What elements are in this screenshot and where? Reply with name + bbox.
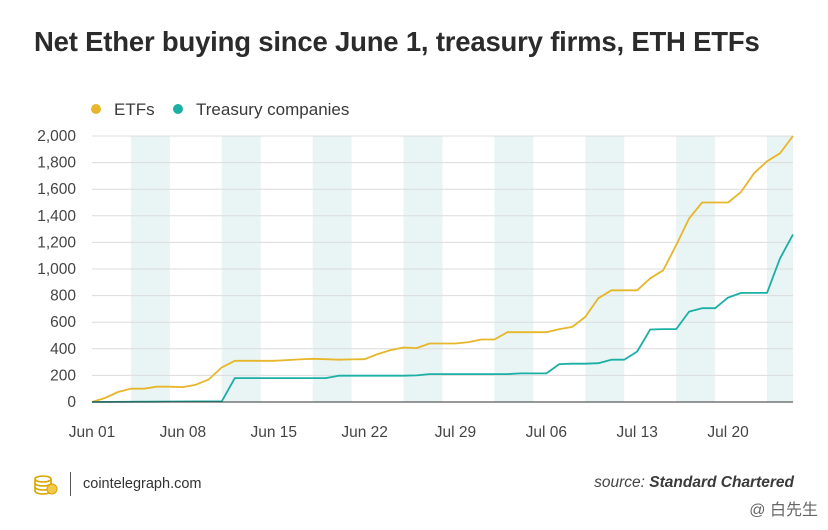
legend-marker (91, 104, 101, 114)
x-tick-label: Jun 22 (341, 424, 388, 441)
y-tick-label: 1,400 (37, 208, 76, 225)
cointelegraph-logo: cointelegraph.com (32, 470, 202, 498)
y-tick-label: 1,600 (37, 181, 76, 198)
x-axis-ticks: Jun 01 Jun 08 Jun 15 Jun 22 Jul 29 Jul 06 Jul … (69, 424, 749, 441)
source-credit: source: Standard Chartered (594, 474, 794, 492)
series-line-0 (91, 135, 794, 403)
x-tick-label: Jun 15 (250, 424, 297, 441)
y-tick-label: 800 (50, 288, 76, 305)
y-tick-label: 200 (50, 367, 76, 384)
chart: 0 200 400 600 800 1,000 1,200 1,400 1,600 1,800 2,… (37, 100, 794, 441)
legend-label: ETFs (114, 100, 155, 119)
y-tick-label: 400 (50, 341, 76, 358)
gridlines (92, 135, 793, 376)
y-tick-label: 600 (50, 314, 76, 331)
y-tick-label: 1,000 (37, 261, 76, 278)
watermark-text: @ 白先生 (749, 502, 818, 519)
y-tick-label: 0 (67, 394, 76, 411)
logo-text: cointelegraph.com (83, 476, 202, 492)
x-tick-label: Jun 01 (69, 424, 116, 441)
legend: ETFs Treasury companies (91, 100, 349, 119)
legend-label: Treasury companies (196, 100, 349, 119)
x-tick-label: Jul 06 (526, 424, 567, 441)
x-tick-label: Jun 08 (160, 424, 207, 441)
x-tick-label: Jul 13 (617, 424, 658, 441)
legend-marker (173, 104, 183, 114)
watermark: @ 白先生 (749, 496, 818, 520)
logo-separator (70, 472, 71, 496)
y-axis-ticks: 0 200 400 600 800 1,000 1,200 1,400 1,600 1,800 2,… (37, 128, 76, 411)
source-label: source: (594, 474, 645, 491)
y-tick-label: 1,800 (37, 155, 76, 172)
y-tick-label: 2,000 (37, 128, 76, 145)
x-tick-label: Jul 29 (435, 424, 476, 441)
coin-stack-icon (34, 475, 58, 495)
chart-title: Net Ether buying since June 1, treasury … (34, 26, 760, 57)
series-line-1 (91, 233, 794, 403)
series-lines (91, 135, 794, 403)
x-tick-label: Jul 20 (707, 424, 749, 441)
y-tick-label: 1,200 (37, 234, 76, 251)
source-name: Standard Chartered (649, 474, 794, 491)
